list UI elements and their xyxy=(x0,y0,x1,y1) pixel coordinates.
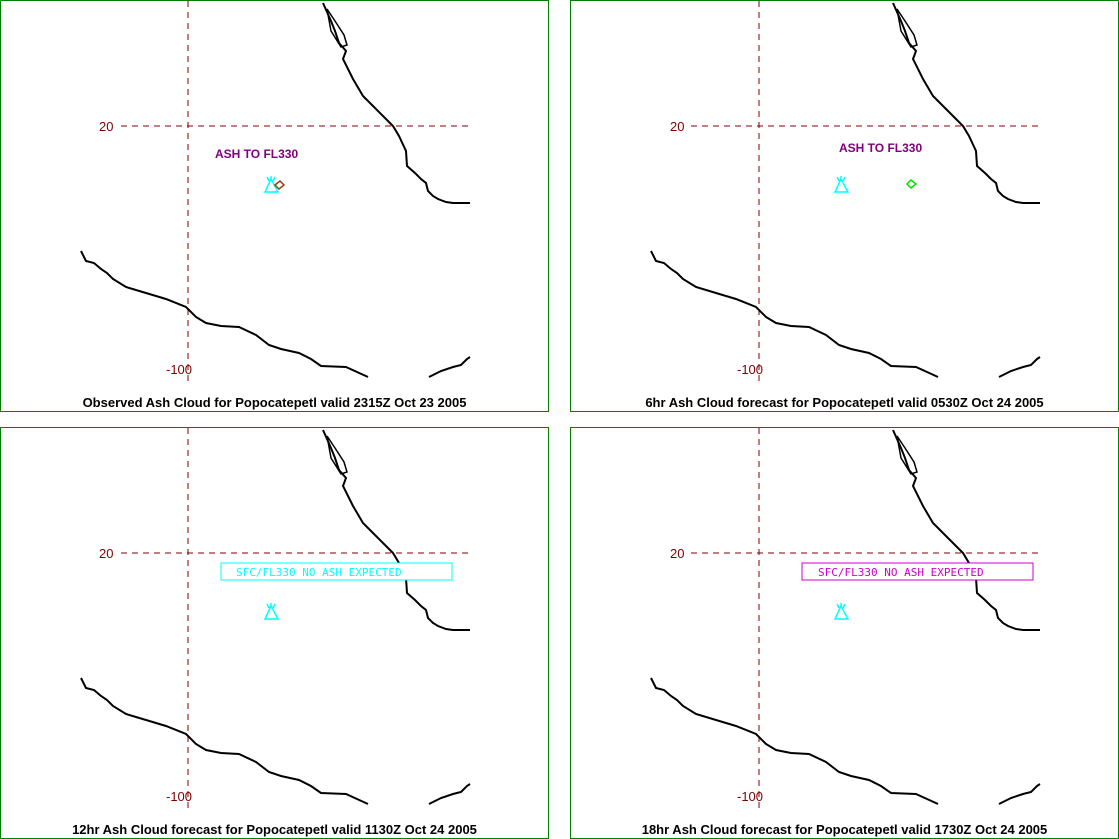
ash-annotation-text: ASH TO FL330 xyxy=(839,141,922,155)
volcano-icon xyxy=(833,603,850,620)
no-ash-box xyxy=(801,562,1034,581)
longitude-label: -100 xyxy=(737,362,763,377)
pacific-coastline xyxy=(650,677,939,805)
map-canvas: 20 -100 SFC/FL330 NO ASH EXPECTED xyxy=(650,428,1041,808)
panel-caption: 18hr Ash Cloud forecast for Popocatepetl… xyxy=(641,822,1048,837)
gulf-coastline xyxy=(322,2,470,204)
coastline-segment-east xyxy=(998,783,1041,805)
no-ash-box xyxy=(220,562,453,581)
map-panel-6hr: 20 -100 ASH TO FL330 6hr Ash Cloud forec… xyxy=(570,0,1119,412)
map-panel-12hr: 20 -100 SFC/FL330 NO ASH EXPECTED 12hr A… xyxy=(0,427,549,839)
panel-caption: 12hr Ash Cloud forecast for Popocatepetl… xyxy=(72,822,477,837)
map-panel-18hr: 20 -100 SFC/FL330 NO ASH EXPECTED 18hr A… xyxy=(570,427,1119,839)
map-canvas: 20 -100 ASH TO FL330 xyxy=(80,1,471,381)
longitude-label: -100 xyxy=(737,789,763,804)
pacific-coastline xyxy=(80,677,369,805)
coastline-segment-east xyxy=(428,356,471,378)
latitude-label: 20 xyxy=(99,119,113,134)
gulf-coastline xyxy=(892,2,1040,204)
panel-caption: 6hr Ash Cloud forecast for Popocatepetl … xyxy=(645,395,1044,410)
gulf-coastline xyxy=(322,429,470,631)
no-ash-text: SFC/FL330 NO ASH EXPECTED xyxy=(818,566,984,579)
lagoon-outline xyxy=(896,435,918,475)
ash-cloud-polygon xyxy=(905,178,918,190)
gulf-coastline xyxy=(892,429,1040,631)
volcano-icon xyxy=(833,176,850,193)
panel-caption: Observed Ash Cloud for Popocatepetl vali… xyxy=(82,395,467,410)
pacific-coastline xyxy=(650,250,939,378)
map-canvas: 20 -100 SFC/FL330 NO ASH EXPECTED xyxy=(80,428,471,808)
latitude-label: 20 xyxy=(670,119,684,134)
ash-annotation-text: ASH TO FL330 xyxy=(215,147,298,161)
lagoon-outline xyxy=(326,8,348,48)
pacific-coastline xyxy=(80,250,369,378)
lagoon-outline xyxy=(896,8,918,48)
map-canvas: 20 -100 ASH TO FL330 xyxy=(650,1,1041,381)
map-panel-observed: 20 -100 ASH TO FL330 Observed Ash Cloud … xyxy=(0,0,549,412)
longitude-label: -100 xyxy=(166,789,192,804)
latitude-label: 20 xyxy=(99,546,113,561)
coastline-segment-east xyxy=(998,356,1041,378)
volcano-icon xyxy=(263,603,280,620)
ash-cloud-polygon xyxy=(273,179,286,191)
coastline-segment-east xyxy=(428,783,471,805)
latitude-label: 20 xyxy=(670,546,684,561)
no-ash-text: SFC/FL330 NO ASH EXPECTED xyxy=(236,566,402,579)
lagoon-outline xyxy=(326,435,348,475)
longitude-label: -100 xyxy=(166,362,192,377)
